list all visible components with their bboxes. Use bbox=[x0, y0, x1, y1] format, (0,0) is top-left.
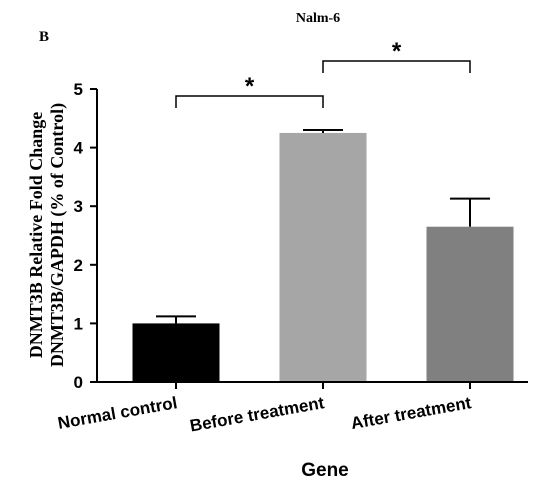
y-tick-label-3: 3 bbox=[74, 197, 83, 216]
bar-1 bbox=[132, 323, 220, 382]
bars-group bbox=[132, 132, 514, 382]
y-tick-label-2: 2 bbox=[74, 256, 83, 275]
significance-bracket-1: * bbox=[175, 73, 324, 108]
y-tick-label-5: 5 bbox=[74, 80, 83, 99]
significance-bracket-2: * bbox=[322, 38, 471, 73]
x-tick-label-1: Normal control bbox=[56, 393, 178, 433]
y-axis-label-line2: DNMT3B/GAPDH (% of Control) bbox=[47, 103, 68, 367]
x-axis-label: Gene bbox=[301, 460, 349, 481]
error-bars-group bbox=[156, 129, 490, 324]
x-tick-label-3: After treatment bbox=[349, 393, 473, 433]
error-bar-2 bbox=[303, 129, 343, 133]
y-tick-label-4: 4 bbox=[74, 139, 84, 158]
chart-title: Nalm-6 bbox=[296, 11, 340, 26]
y-axis-label-line1: DNMT3B Relative Fold Change bbox=[26, 112, 46, 359]
y-axis-label: DNMT3B Relative Fold Change DNMT3B/GAPDH… bbox=[26, 103, 68, 367]
x-tick-label-2: Before treatment bbox=[188, 393, 326, 435]
significance-star-1: * bbox=[245, 73, 255, 100]
y-tick-label-1: 1 bbox=[74, 314, 83, 333]
bar-2 bbox=[279, 132, 367, 382]
x-ticks-group: Normal control Before treatment After trea… bbox=[56, 382, 473, 436]
error-bar-1 bbox=[156, 315, 196, 324]
panel-label: B bbox=[39, 29, 49, 45]
significance-star-2: * bbox=[392, 38, 402, 65]
y-tick-label-0: 0 bbox=[74, 373, 83, 392]
error-bar-3 bbox=[450, 197, 490, 227]
bar-3 bbox=[426, 226, 514, 382]
y-ticks-group: 0 1 2 3 4 5 bbox=[74, 80, 97, 392]
significance-group: ** bbox=[175, 38, 471, 108]
